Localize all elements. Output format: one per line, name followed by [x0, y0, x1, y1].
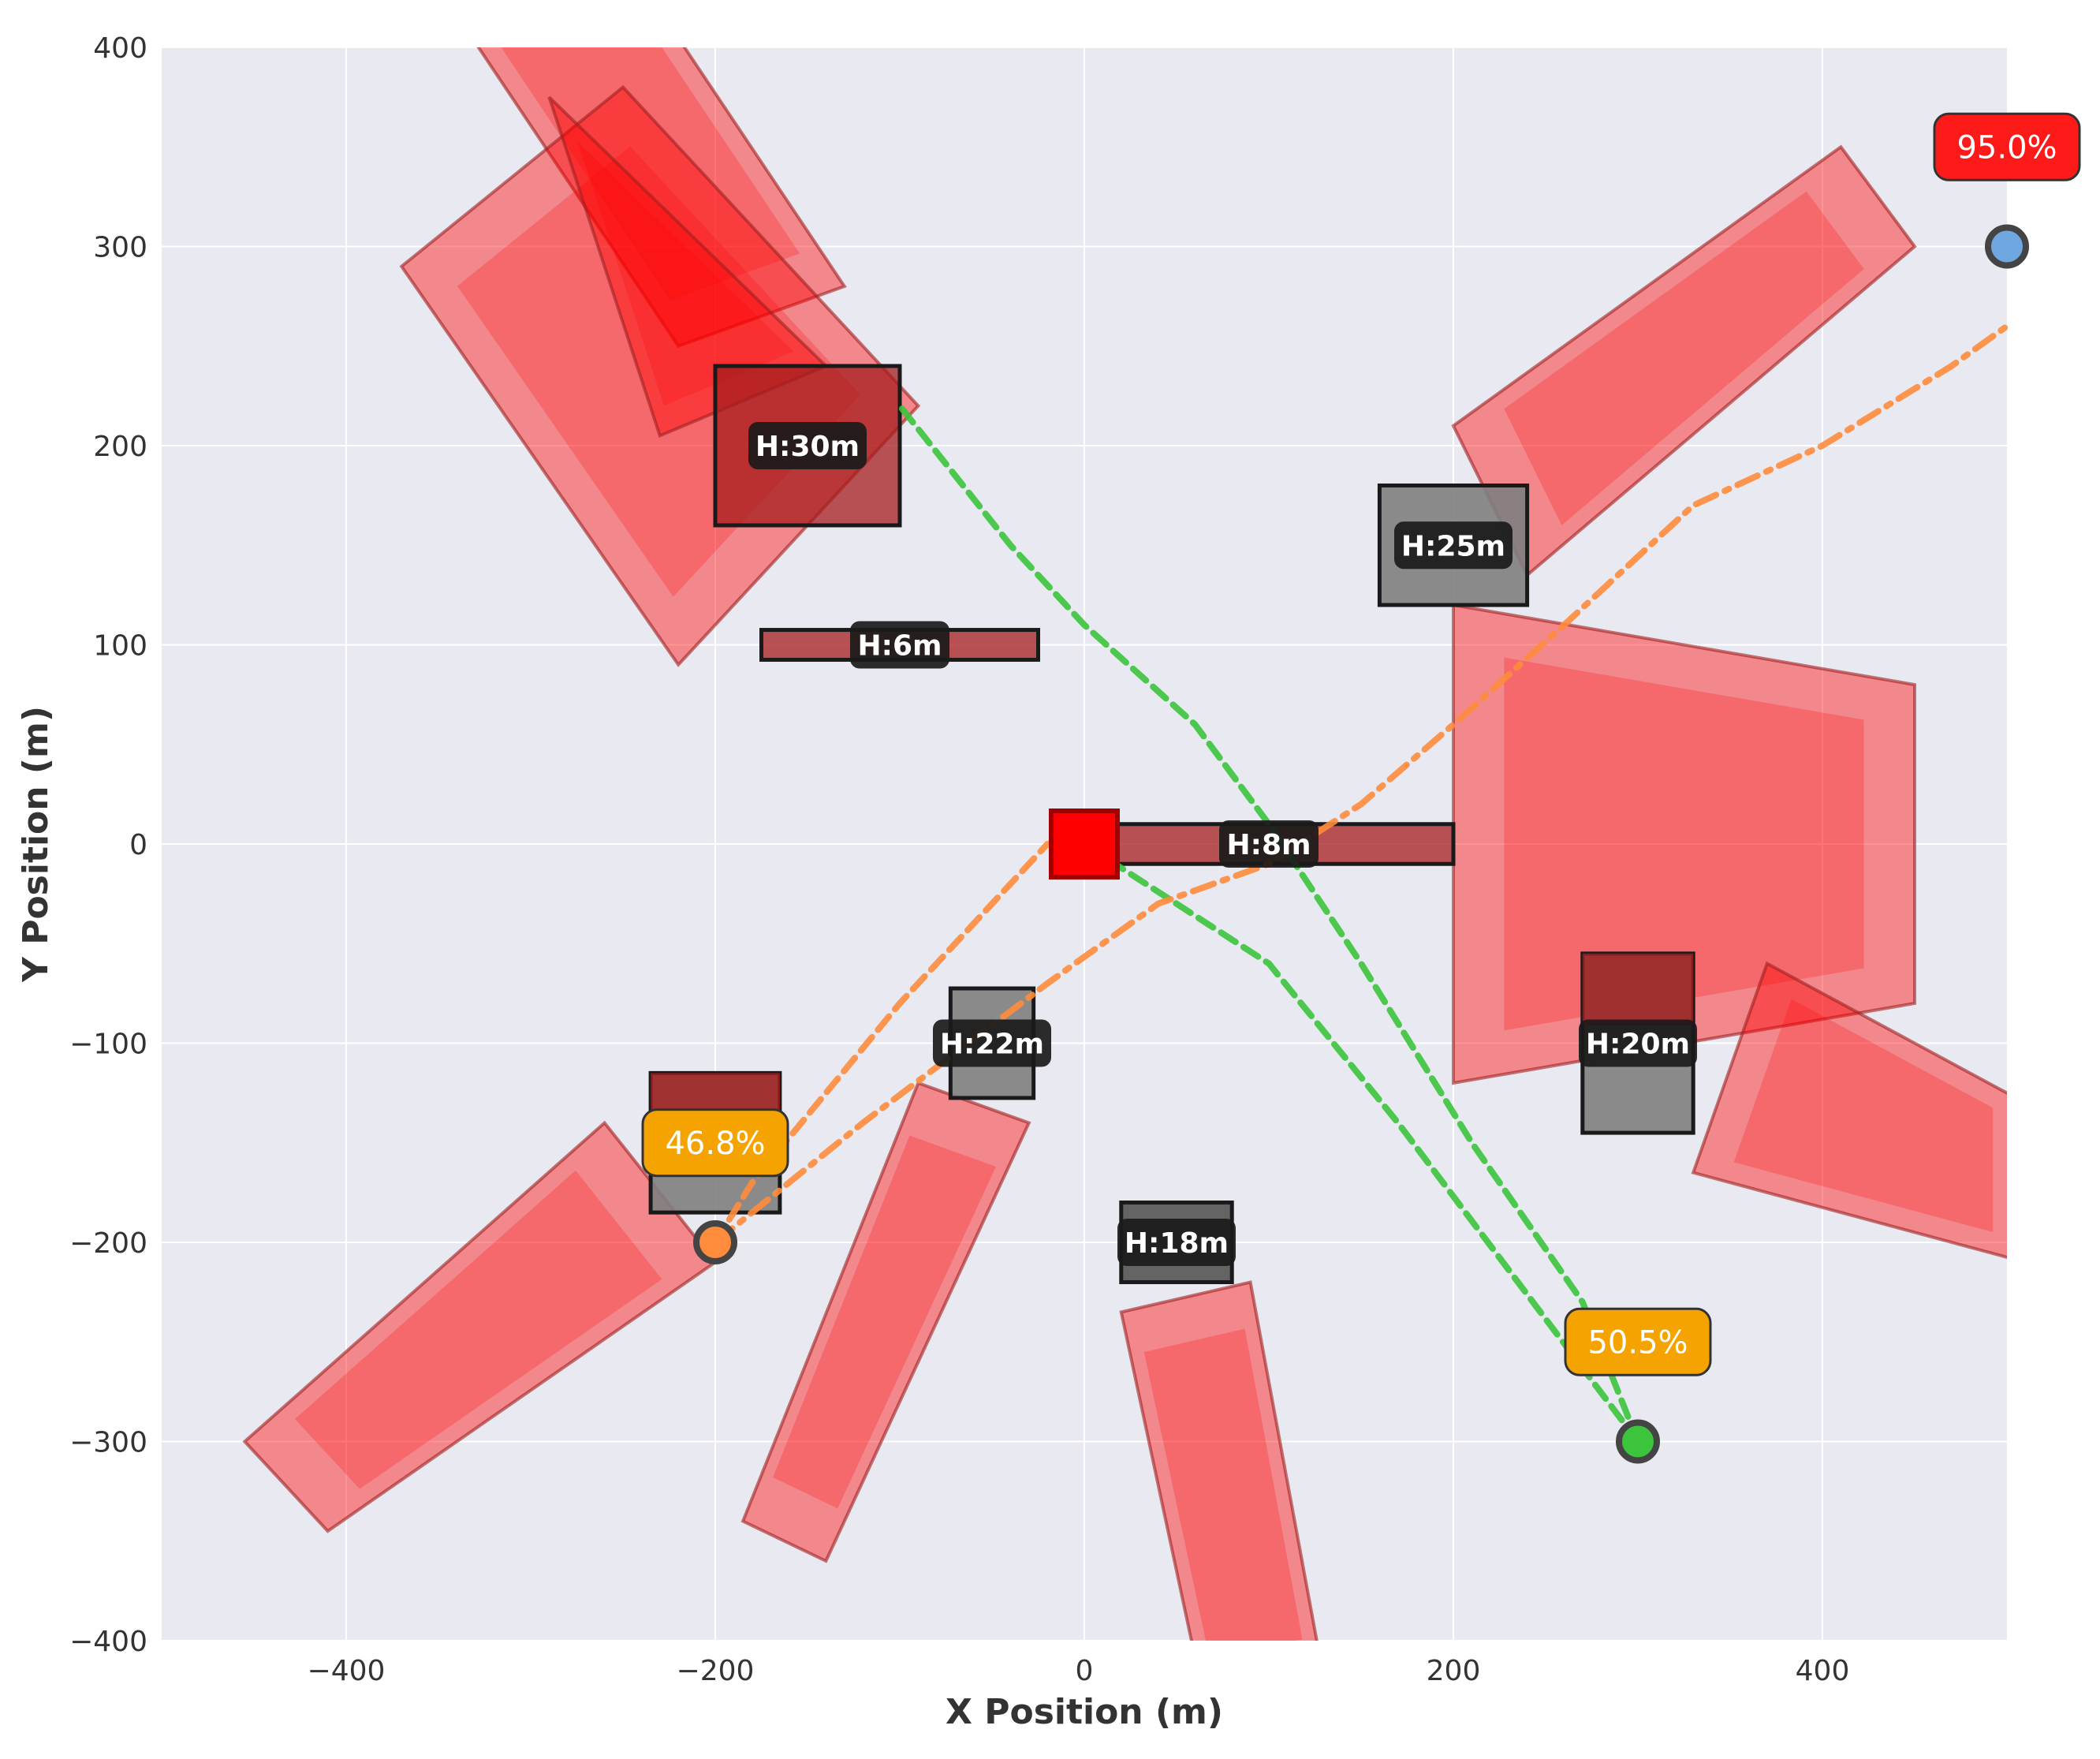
- y-tick-label: 0: [129, 829, 147, 861]
- building-label: H:30m: [755, 431, 860, 463]
- danger-zone: [476, 47, 847, 349]
- y-tick-label: 300: [93, 232, 147, 264]
- percent-label-box: [1933, 112, 2081, 181]
- building-labels: H:30m H:25m H:6m H:8m H:22m H:20m H:18m: [748, 422, 1697, 1266]
- building-label-box: [933, 1019, 1051, 1067]
- y-tick-label: 100: [93, 630, 147, 663]
- x-axis-label: X Position (m): [946, 1692, 1223, 1732]
- ticks: −400 −200 0 200 400 −400 −300 −200 −100 0 100 200 30…: [69, 32, 1849, 1687]
- flight-path: [712, 323, 2010, 1245]
- danger-zone: [740, 1081, 1031, 1563]
- building-label-box: [1394, 521, 1513, 570]
- building-label: H:22m: [940, 1029, 1044, 1061]
- danger-zone-core: [501, 47, 800, 301]
- danger-zone: [1691, 961, 2007, 1260]
- building-label-box: [748, 422, 867, 469]
- building-label: H:18m: [1125, 1227, 1229, 1260]
- percent-label: 95.0%: [1956, 129, 2057, 166]
- uav-marker: [1985, 224, 2029, 269]
- danger-zone-core: [577, 141, 794, 406]
- danger-zone-core: [1733, 999, 1994, 1233]
- building-label: H:25m: [1401, 530, 1505, 562]
- building-overlap: [1582, 953, 1694, 1025]
- y-tick-label: −300: [69, 1427, 147, 1459]
- y-axis-label: Y Position (m): [16, 706, 56, 983]
- percent-label-box: [1564, 1307, 1712, 1376]
- y-tick-label: −200: [69, 1227, 147, 1260]
- danger-zone: [1119, 1280, 1319, 1641]
- danger-zone-core: [773, 1135, 996, 1509]
- building-label: H:6m: [857, 630, 942, 663]
- flight-path: [712, 841, 1051, 1245]
- danger-zone-core: [1504, 657, 1864, 1031]
- danger-zone: [1452, 603, 1916, 1085]
- x-tick-label: −200: [677, 1655, 755, 1687]
- x-tick-label: −400: [308, 1655, 386, 1687]
- building-label-box: [850, 621, 949, 669]
- danger-zone: [242, 1120, 718, 1533]
- building-label-box: [1117, 1219, 1236, 1266]
- percent-label-box: [641, 1108, 789, 1178]
- building-label: H:8m: [1226, 829, 1311, 861]
- x-tick-label: 0: [1076, 1655, 1094, 1687]
- uav-marker: [1616, 1419, 1660, 1464]
- danger-zone-core: [1504, 191, 1864, 525]
- y-tick-label: 200: [93, 431, 147, 463]
- building-label: H:20m: [1586, 1029, 1690, 1061]
- danger-zone-core: [1143, 1328, 1303, 1641]
- y-tick-label: 400: [93, 32, 147, 65]
- x-tick-label: 200: [1427, 1655, 1481, 1687]
- building-label-box: [1579, 1019, 1697, 1067]
- markers: [693, 224, 2029, 1464]
- flight-path: [1081, 841, 1641, 1445]
- y-tick-label: −400: [69, 1626, 147, 1658]
- percent-labels: 46.8% 50.5% 95.0%: [641, 112, 2081, 1376]
- building-label-box: [1219, 820, 1319, 868]
- percent-label: 50.5%: [1587, 1324, 1688, 1361]
- uav-marker: [693, 1220, 737, 1264]
- danger-zones: [242, 47, 2007, 1641]
- y-tick-label: −100: [69, 1029, 147, 1061]
- percent-label: 46.8%: [665, 1126, 765, 1162]
- x-tick-label: 400: [1796, 1655, 1850, 1687]
- danger-zone-core: [295, 1170, 662, 1489]
- target-marker: [1049, 809, 1120, 880]
